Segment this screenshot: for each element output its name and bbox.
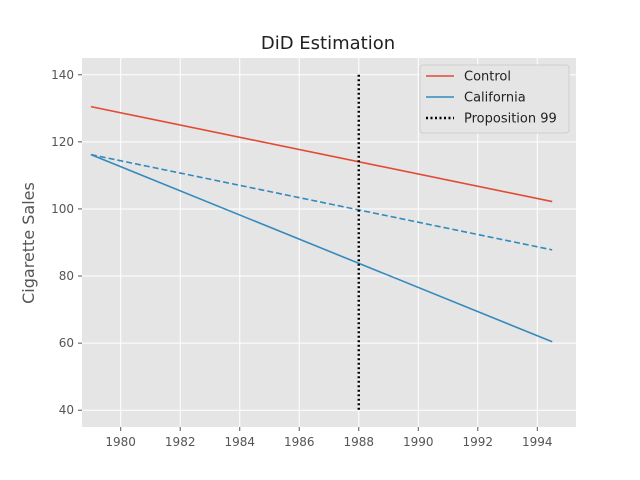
x-tick-label: 1992 <box>463 435 494 449</box>
x-tick-label: 1980 <box>105 435 136 449</box>
x-tick-label: 1990 <box>403 435 434 449</box>
legend <box>419 64 570 134</box>
legend-label: Control <box>464 70 511 85</box>
california-solid-line <box>90 153 553 343</box>
y-tick-label: 100 <box>51 202 74 216</box>
y-tick-label: 40 <box>59 403 74 417</box>
x-tick-label: 1982 <box>165 435 196 449</box>
y-tick-label: 80 <box>59 269 74 283</box>
legend-label: Proposition 99 <box>464 112 557 127</box>
y-tick-label: 140 <box>51 68 74 82</box>
counterfactual-dashed-line <box>90 153 553 251</box>
x-tick-label: 1986 <box>284 435 315 449</box>
chart-title: DiD Estimation <box>261 33 395 54</box>
x-tick-label: 1988 <box>343 435 374 449</box>
x-tick-label: 1994 <box>522 435 553 449</box>
x-tick-label: 1984 <box>224 435 255 449</box>
y-axis-label: Cigarette Sales <box>19 182 38 304</box>
y-tick-label: 120 <box>51 135 74 149</box>
y-tick-label: 60 <box>59 336 74 350</box>
legend-label: California <box>464 91 526 106</box>
control-solid-line <box>90 105 553 203</box>
